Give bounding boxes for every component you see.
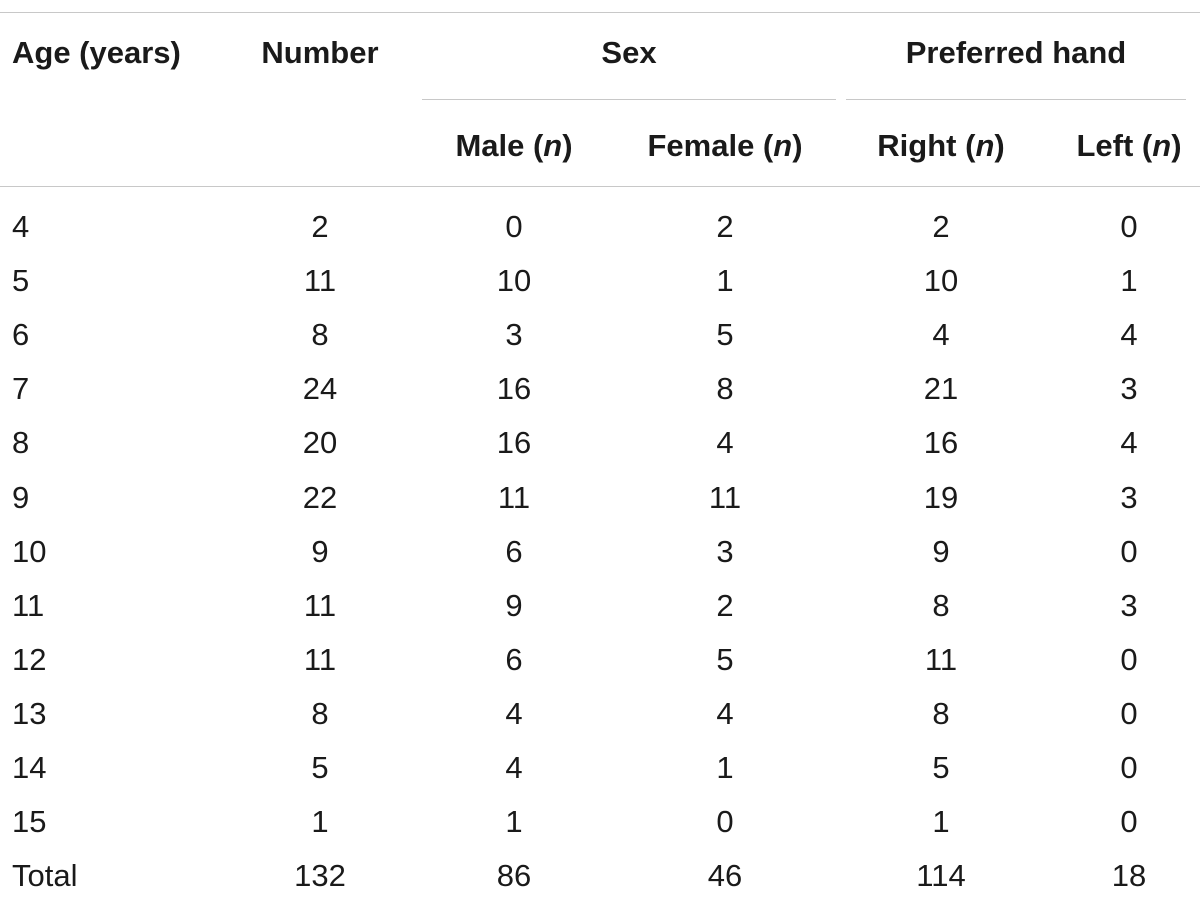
cell-male: 16 <box>496 371 532 406</box>
cell-male: 9 <box>505 588 523 623</box>
cell-left: 3 <box>1120 371 1138 406</box>
sex-group-rule <box>422 99 836 100</box>
cell-age: 14 <box>12 750 47 785</box>
cell-male: 86 <box>496 858 532 893</box>
cell-female: 4 <box>716 425 734 460</box>
cell-age: 4 <box>12 209 30 244</box>
cell-age: 7 <box>12 371 30 406</box>
cell-female: 1 <box>716 750 734 785</box>
cell-number: 5 <box>311 750 329 785</box>
cell-right: 8 <box>932 588 950 623</box>
cell-left: 1 <box>1120 263 1138 298</box>
cell-number: 11 <box>303 588 337 623</box>
cell-left: 4 <box>1120 317 1138 352</box>
cell-right: 2 <box>932 209 950 244</box>
cell-number: 20 <box>302 425 338 460</box>
header-right: Right (n) <box>877 128 1005 163</box>
cell-right: 9 <box>932 534 950 569</box>
cell-female: 4 <box>716 696 734 731</box>
cell-age: 11 <box>12 588 45 623</box>
cell-left: 0 <box>1120 804 1138 839</box>
cell-female: 2 <box>716 209 734 244</box>
cell-female: 3 <box>716 534 734 569</box>
cell-age: Total <box>12 858 78 893</box>
header-number: Number <box>261 35 379 70</box>
cell-male: 10 <box>496 263 532 298</box>
cell-male: 16 <box>496 425 532 460</box>
cell-female: 8 <box>716 371 734 406</box>
header-female: Female (n) <box>647 128 803 163</box>
cell-left: 0 <box>1120 696 1138 731</box>
cell-number: 8 <box>311 317 329 352</box>
cell-male: 0 <box>505 209 523 244</box>
cell-age: 5 <box>12 263 30 298</box>
cell-age: 10 <box>12 534 47 569</box>
cell-number: 11 <box>303 642 337 677</box>
cell-female: 0 <box>716 804 734 839</box>
cell-age: 8 <box>12 425 30 460</box>
cell-age: 13 <box>12 696 47 731</box>
cell-right: 10 <box>923 263 959 298</box>
cell-left: 4 <box>1120 425 1138 460</box>
cell-age: 15 <box>12 804 47 839</box>
cell-right: 11 <box>924 642 958 677</box>
cell-number: 8 <box>311 696 329 731</box>
cell-number: 1 <box>311 804 329 839</box>
cell-left: 3 <box>1120 588 1138 623</box>
hand-group-rule <box>846 99 1186 100</box>
cell-right: 1 <box>932 804 950 839</box>
header-preferred-hand: Preferred hand <box>905 35 1127 70</box>
cell-left: 0 <box>1120 209 1138 244</box>
cell-age: 9 <box>12 480 30 515</box>
cell-female: 1 <box>716 263 734 298</box>
cell-male: 11 <box>497 480 531 515</box>
cell-female: 5 <box>716 317 734 352</box>
cell-age: 6 <box>12 317 30 352</box>
cell-number: 24 <box>302 371 338 406</box>
cell-number: 2 <box>311 209 329 244</box>
cell-male: 3 <box>505 317 523 352</box>
cell-female: 46 <box>707 858 743 893</box>
cell-right: 19 <box>923 480 959 515</box>
cell-left: 3 <box>1120 480 1138 515</box>
cell-right: 5 <box>932 750 950 785</box>
cell-number: 132 <box>294 858 346 893</box>
cell-male: 1 <box>505 804 523 839</box>
header-sex: Sex <box>601 35 657 70</box>
header-male: Male (n) <box>455 128 573 163</box>
cell-male: 6 <box>505 642 523 677</box>
cell-left: 0 <box>1120 534 1138 569</box>
header-left: Left (n) <box>1076 128 1182 163</box>
cell-age: 12 <box>12 642 47 677</box>
cell-female: 5 <box>716 642 734 677</box>
cell-male: 4 <box>505 750 523 785</box>
cell-number: 11 <box>303 263 337 298</box>
cell-female: 11 <box>708 480 742 515</box>
cell-female: 2 <box>716 588 734 623</box>
cell-right: 21 <box>923 371 959 406</box>
table-top-rule <box>0 12 1200 13</box>
cell-male: 6 <box>505 534 523 569</box>
header-age: Age (years) <box>12 35 181 70</box>
cell-right: 16 <box>923 425 959 460</box>
cell-right: 114 <box>916 858 966 893</box>
header-bottom-rule <box>0 186 1200 187</box>
cell-left: 18 <box>1111 858 1147 893</box>
cell-number: 9 <box>311 534 329 569</box>
cell-number: 22 <box>302 480 338 515</box>
cell-left: 0 <box>1120 642 1138 677</box>
cell-right: 4 <box>932 317 950 352</box>
cell-male: 4 <box>505 696 523 731</box>
cell-right: 8 <box>932 696 950 731</box>
cell-left: 0 <box>1120 750 1138 785</box>
